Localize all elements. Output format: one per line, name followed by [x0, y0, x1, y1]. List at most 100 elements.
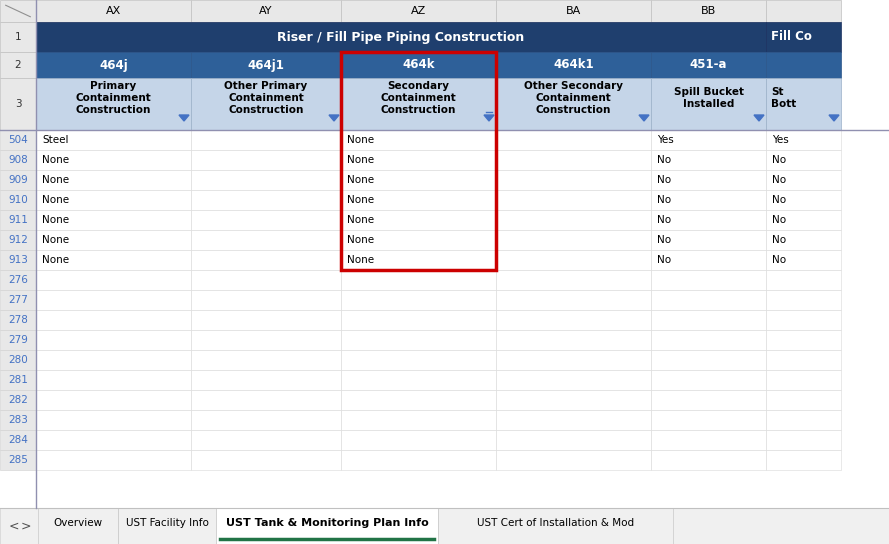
- Text: UST Cert of Installation & Mod: UST Cert of Installation & Mod: [477, 518, 634, 528]
- Bar: [651, 190, 766, 210]
- Bar: [496, 130, 651, 150]
- Bar: [496, 430, 651, 450]
- Bar: [191, 290, 341, 310]
- Bar: [0, 508, 889, 544]
- Bar: [191, 130, 341, 150]
- Bar: [651, 250, 766, 270]
- Text: No: No: [657, 155, 671, 165]
- Bar: [36, 210, 191, 230]
- Text: None: None: [347, 155, 374, 165]
- Bar: [341, 230, 496, 250]
- Bar: [651, 170, 766, 190]
- Text: 913: 913: [8, 255, 28, 265]
- Text: AZ: AZ: [411, 6, 426, 16]
- Bar: [496, 78, 651, 130]
- Text: BA: BA: [566, 6, 581, 16]
- Bar: [191, 210, 341, 230]
- Text: BB: BB: [701, 6, 717, 16]
- Bar: [496, 290, 651, 310]
- Bar: [651, 130, 766, 150]
- Text: No: No: [772, 215, 786, 225]
- Bar: [0, 190, 36, 210]
- Text: None: None: [347, 215, 374, 225]
- Bar: [36, 310, 191, 330]
- Bar: [341, 290, 496, 310]
- Text: 279: 279: [8, 335, 28, 345]
- Bar: [191, 270, 341, 290]
- Bar: [0, 22, 36, 52]
- Bar: [651, 150, 766, 170]
- Bar: [766, 250, 841, 270]
- Bar: [0, 370, 36, 390]
- Text: UST Tank & Monitoring Plan Info: UST Tank & Monitoring Plan Info: [226, 518, 428, 528]
- Bar: [0, 270, 36, 290]
- Bar: [766, 130, 841, 150]
- Text: None: None: [42, 155, 69, 165]
- Text: UST Facility Info: UST Facility Info: [125, 518, 208, 528]
- Bar: [651, 350, 766, 370]
- Bar: [496, 210, 651, 230]
- Bar: [766, 78, 841, 130]
- Bar: [766, 210, 841, 230]
- Bar: [341, 170, 496, 190]
- Bar: [0, 330, 36, 350]
- Bar: [191, 330, 341, 350]
- Text: Primary
Containment
Construction: Primary Containment Construction: [76, 82, 151, 115]
- Bar: [496, 150, 651, 170]
- Bar: [341, 150, 496, 170]
- Text: No: No: [657, 175, 671, 185]
- Text: 451-a: 451-a: [690, 59, 727, 71]
- Bar: [341, 450, 496, 470]
- Text: 284: 284: [8, 435, 28, 445]
- Text: Other Secondary
Containment
Construction: Other Secondary Containment Construction: [524, 82, 623, 115]
- Bar: [766, 450, 841, 470]
- Bar: [0, 150, 36, 170]
- Bar: [766, 310, 841, 330]
- Bar: [766, 350, 841, 370]
- Bar: [0, 130, 36, 150]
- Bar: [191, 190, 341, 210]
- Bar: [341, 430, 496, 450]
- Bar: [496, 450, 651, 470]
- Bar: [766, 410, 841, 430]
- Bar: [766, 330, 841, 350]
- Text: 277: 277: [8, 295, 28, 305]
- Bar: [341, 210, 496, 230]
- Bar: [651, 410, 766, 430]
- Bar: [766, 370, 841, 390]
- Bar: [191, 52, 341, 78]
- Bar: [341, 390, 496, 410]
- Polygon shape: [179, 115, 189, 121]
- Bar: [0, 390, 36, 410]
- Text: 464k: 464k: [402, 59, 435, 71]
- Bar: [341, 78, 496, 130]
- Text: Spill Bucket
Installed: Spill Bucket Installed: [674, 87, 743, 109]
- Text: St
Bott: St Bott: [771, 87, 797, 109]
- Text: 3: 3: [15, 99, 21, 109]
- Bar: [36, 230, 191, 250]
- Text: No: No: [772, 195, 786, 205]
- Bar: [341, 130, 496, 150]
- Bar: [36, 270, 191, 290]
- Bar: [36, 150, 191, 170]
- Text: 281: 281: [8, 375, 28, 385]
- Text: None: None: [347, 195, 374, 205]
- Bar: [496, 350, 651, 370]
- Bar: [651, 290, 766, 310]
- Bar: [496, 52, 651, 78]
- Bar: [36, 430, 191, 450]
- Bar: [766, 270, 841, 290]
- Bar: [766, 230, 841, 250]
- Bar: [36, 350, 191, 370]
- Text: 464k1: 464k1: [553, 59, 594, 71]
- Bar: [766, 150, 841, 170]
- Text: 283: 283: [8, 415, 28, 425]
- Bar: [191, 150, 341, 170]
- Bar: [341, 410, 496, 430]
- Text: No: No: [657, 255, 671, 265]
- Text: 1: 1: [15, 32, 21, 42]
- Bar: [0, 78, 36, 130]
- Bar: [191, 250, 341, 270]
- Bar: [651, 430, 766, 450]
- Bar: [191, 370, 341, 390]
